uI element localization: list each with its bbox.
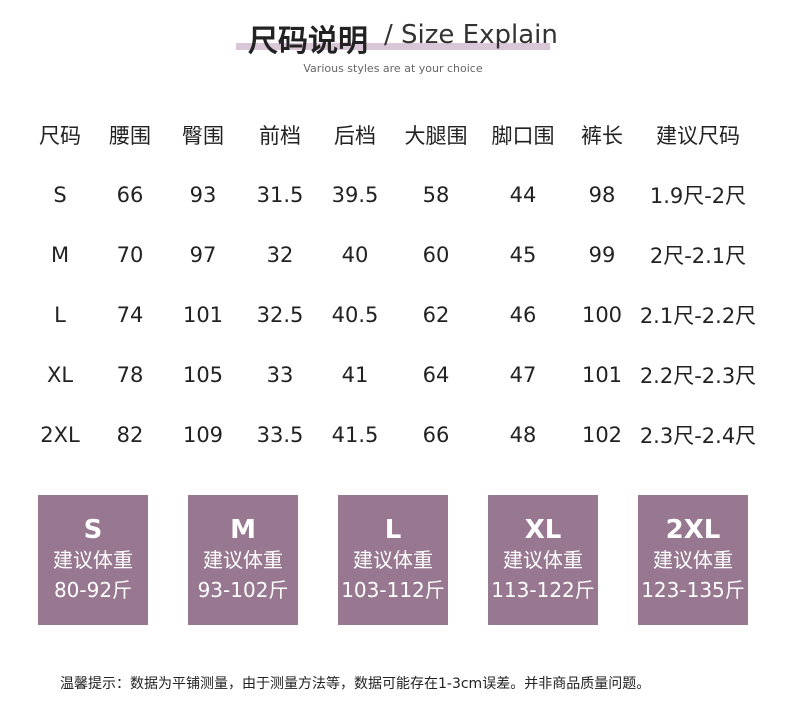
table-cell: 101: [581, 363, 623, 387]
size-card: M 建议体重 93-102斤: [188, 495, 298, 625]
table-cell: 31.5: [256, 183, 304, 207]
table-cell: 40.5: [331, 303, 379, 327]
card-label: 建议体重: [203, 548, 283, 572]
table-cell: 78: [116, 363, 144, 387]
table-cell: 33: [266, 363, 294, 387]
table-cell: 33.5: [256, 423, 304, 447]
column-header: 大腿围: [404, 124, 468, 148]
subtitle: Various styles are at your choice: [303, 62, 483, 75]
table-cell: 2.1尺-2.2尺: [639, 304, 757, 328]
size-card: 2XL 建议体重 123-135斤: [638, 495, 748, 625]
card-label: 建议体重: [353, 548, 433, 572]
size-card: XL 建议体重 113-122斤: [488, 495, 598, 625]
table-cell: 109: [182, 423, 224, 447]
table-cell: 45: [509, 243, 537, 267]
table-cell: 32: [266, 243, 294, 267]
table-cell: 2XL: [40, 423, 80, 447]
table-cell: 105: [182, 363, 224, 387]
table-cell: M: [50, 243, 70, 267]
card-label: 建议体重: [53, 548, 133, 572]
table-cell: 47: [509, 363, 537, 387]
title: 尺码说明: [248, 24, 368, 59]
table-cell: 1.9尺-2尺: [649, 184, 747, 208]
table-cell: 41: [341, 363, 369, 387]
table-cell: 82: [116, 423, 144, 447]
table-cell: 48: [509, 423, 537, 447]
card-weight: 93-102斤: [197, 578, 289, 602]
table-cell: 39.5: [331, 183, 379, 207]
table-cell: 101: [182, 303, 224, 327]
card-weight: 113-122斤: [491, 578, 595, 602]
card-size: XL: [524, 515, 562, 545]
table-cell: 2.2尺-2.3尺: [639, 364, 757, 388]
note: 温馨提示：数据为平铺测量，由于测量方法等，数据可能存在1-3cm误差。并非商品质…: [60, 676, 651, 692]
table-cell: 66: [116, 183, 144, 207]
table-cell: 46: [509, 303, 537, 327]
table-cell: 102: [581, 423, 623, 447]
size-card: S 建议体重 80-92斤: [38, 495, 148, 625]
table-cell: L: [54, 303, 66, 327]
table-cell: 100: [581, 303, 623, 327]
column-header: 脚口围: [491, 124, 555, 148]
table-cell: 58: [422, 183, 450, 207]
table-cell: 41.5: [331, 423, 379, 447]
column-header: 建议尺码: [656, 124, 740, 148]
table-cell: 32.5: [256, 303, 304, 327]
column-header: 后档: [334, 124, 376, 148]
card-weight: 103-112斤: [341, 578, 445, 602]
card-size: S: [83, 515, 103, 545]
table-cell: 99: [588, 243, 616, 267]
column-header: 尺码: [39, 124, 81, 148]
column-header: 前档: [259, 124, 301, 148]
column-header: 腰围: [109, 124, 151, 148]
card-size: 2XL: [665, 515, 721, 545]
table-cell: 40: [341, 243, 369, 267]
card-size: M: [230, 515, 256, 545]
table-cell: 2尺-2.1尺: [649, 244, 747, 268]
card-label: 建议体重: [503, 548, 583, 572]
table-cell: 60: [422, 243, 450, 267]
table-cell: 64: [422, 363, 450, 387]
table-cell: 62: [422, 303, 450, 327]
table-cell: 93: [189, 183, 217, 207]
card-size: L: [384, 515, 402, 545]
column-header: 裤长: [581, 124, 623, 148]
table-cell: 97: [189, 243, 217, 267]
table-cell: 2.3尺-2.4尺: [639, 424, 757, 448]
card-weight: 123-135斤: [641, 578, 745, 602]
table-cell: XL: [46, 363, 74, 387]
card-weight: 80-92斤: [53, 578, 133, 602]
table-cell: 70: [116, 243, 144, 267]
table-cell: S: [53, 183, 67, 207]
table-cell: 66: [422, 423, 450, 447]
table-cell: 44: [509, 183, 537, 207]
title-underline: [236, 43, 550, 50]
card-label: 建议体重: [653, 548, 733, 572]
size-card: L 建议体重 103-112斤: [338, 495, 448, 625]
title-en: / Size Explain: [384, 20, 558, 50]
table-cell: 74: [116, 303, 144, 327]
table-cell: 98: [588, 183, 616, 207]
column-header: 臀围: [182, 124, 224, 148]
